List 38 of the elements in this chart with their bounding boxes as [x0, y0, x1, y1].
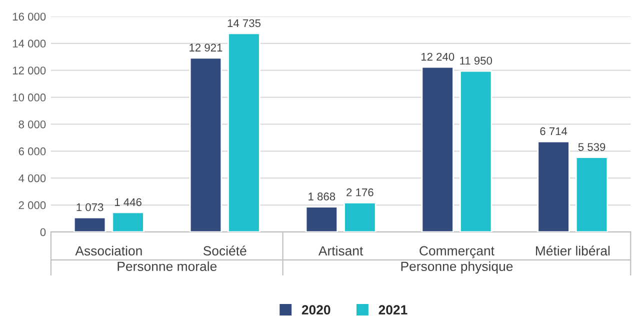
y-tick-label: 2 000 [18, 201, 46, 210]
x-tick-label: Association [75, 246, 142, 256]
x-tick-label: Société [203, 246, 246, 256]
bar [537, 140, 570, 232]
data-label: 1 868 [308, 192, 336, 200]
bar [73, 216, 106, 232]
y-tick-label: 4 000 [18, 174, 46, 182]
y-tick-label: 14 000 [12, 40, 46, 48]
x-tick-label: Artisant [318, 246, 364, 256]
bar [421, 66, 454, 232]
data-label: 5 539 [578, 143, 606, 151]
data-label: 1 446 [115, 198, 142, 206]
y-tick-label: 12 000 [12, 66, 46, 74]
data-label: 14 735 [228, 19, 261, 28]
legend-label: 2021 [378, 305, 408, 315]
y-tick-label: 0 [40, 228, 46, 236]
x-tick-label: Commerçant [420, 246, 494, 258]
bar [228, 32, 260, 232]
data-label: 12 921 [190, 44, 222, 52]
bar [305, 206, 338, 232]
data-label: 1 073 [76, 203, 104, 212]
bar [344, 202, 376, 232]
bar [575, 156, 608, 232]
y-tick-label: 6 000 [18, 147, 46, 156]
bar [189, 57, 222, 232]
data-label: 12 240 [421, 52, 454, 61]
y-tick-label: 16 000 [12, 12, 46, 21]
data-label: 11 950 [460, 56, 492, 65]
bar [112, 212, 144, 232]
x-tick-label: Métier libéral [536, 246, 610, 256]
data-label: 2 176 [346, 188, 374, 196]
data-label: 6 714 [540, 127, 568, 136]
text: Personne morale [118, 261, 217, 272]
legend-label: 2020 [302, 305, 330, 315]
text: Personne physique [401, 261, 513, 274]
bar [460, 70, 492, 232]
y-tick-label: 10 000 [12, 94, 46, 102]
y-tick-label: 8 000 [18, 120, 46, 128]
